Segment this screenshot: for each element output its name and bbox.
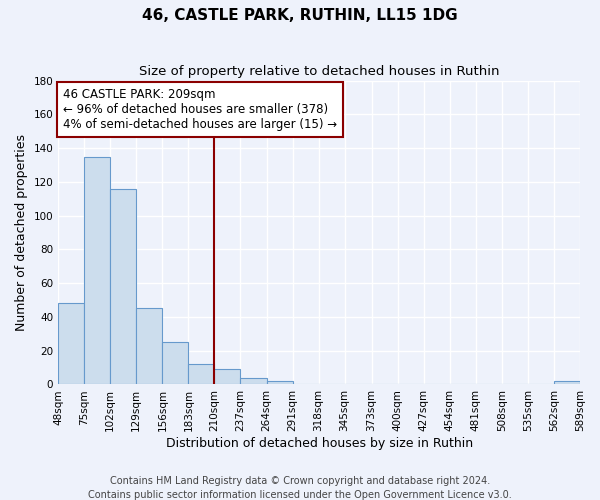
Bar xyxy=(58,304,84,384)
Bar xyxy=(554,381,580,384)
Bar xyxy=(214,370,241,384)
Y-axis label: Number of detached properties: Number of detached properties xyxy=(15,134,28,331)
Bar xyxy=(266,381,293,384)
Text: 46, CASTLE PARK, RUTHIN, LL15 1DG: 46, CASTLE PARK, RUTHIN, LL15 1DG xyxy=(142,8,458,22)
Text: 46 CASTLE PARK: 209sqm
← 96% of detached houses are smaller (378)
4% of semi-det: 46 CASTLE PARK: 209sqm ← 96% of detached… xyxy=(64,88,338,131)
X-axis label: Distribution of detached houses by size in Ruthin: Distribution of detached houses by size … xyxy=(166,437,473,450)
Bar xyxy=(163,342,188,384)
Bar xyxy=(188,364,214,384)
Text: Contains HM Land Registry data © Crown copyright and database right 2024.
Contai: Contains HM Land Registry data © Crown c… xyxy=(88,476,512,500)
Title: Size of property relative to detached houses in Ruthin: Size of property relative to detached ho… xyxy=(139,65,499,78)
Bar xyxy=(110,188,136,384)
Bar xyxy=(136,308,163,384)
Bar xyxy=(84,156,110,384)
Bar xyxy=(241,378,266,384)
